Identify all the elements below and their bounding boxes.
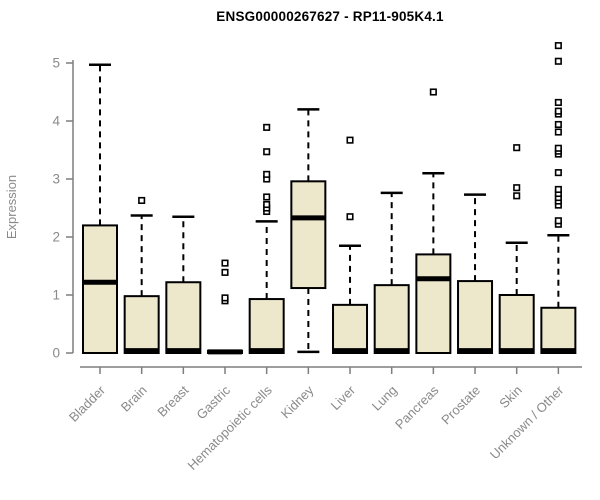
x-axis-category-label: Skin — [496, 383, 524, 411]
x-axis-category-label: Breast — [154, 382, 191, 419]
y-axis-tick-label: 2 — [52, 230, 60, 245]
iqr-box — [415, 253, 452, 354]
outlier-point — [346, 213, 354, 221]
outlier-point — [554, 217, 562, 225]
iqr-box — [457, 280, 494, 354]
outlier-point — [554, 169, 562, 177]
iqr-box — [290, 180, 327, 290]
x-axis-category-label: Liver — [328, 382, 359, 413]
y-axis-title: Expression — [4, 175, 19, 239]
y-axis-tick-label: 0 — [52, 346, 60, 361]
y-axis-tick-label: 4 — [52, 114, 60, 129]
outlier-point — [221, 268, 229, 276]
outlier-point — [513, 192, 521, 200]
outlier-point — [554, 57, 562, 65]
outlier-point — [554, 98, 562, 106]
outlier-point — [263, 170, 271, 178]
x-axis-category-label: Prostate — [438, 383, 483, 428]
outlier-point — [429, 88, 437, 96]
iqr-box — [498, 294, 535, 354]
iqr-box — [332, 303, 369, 354]
x-axis-category-label: Kidney — [278, 382, 317, 421]
outlier-point — [138, 196, 146, 205]
x-axis-category-label: Brain — [118, 383, 150, 415]
x-axis-category-label: Unknown / Other — [487, 382, 567, 462]
outlier-point — [554, 107, 562, 115]
outlier-point — [263, 193, 271, 201]
outlier-point — [513, 144, 521, 152]
iqr-box — [540, 306, 577, 355]
iqr-box — [165, 281, 202, 354]
outlier-point — [221, 294, 229, 302]
y-axis-tick-label: 3 — [52, 172, 60, 187]
outlier-point — [554, 120, 562, 129]
y-axis-tick-label: 1 — [52, 288, 60, 303]
outlier-point — [554, 42, 562, 50]
x-axis-category-label: Bladder — [66, 382, 109, 425]
iqr-box — [123, 295, 160, 355]
outlier-point — [263, 148, 271, 156]
outlier-point — [263, 200, 271, 209]
outlier-point — [513, 184, 521, 192]
x-axis-category-label: Gastric — [193, 382, 233, 422]
outlier-point — [221, 259, 229, 267]
outlier-point — [554, 128, 562, 136]
x-axis-category-label: Lung — [369, 383, 400, 414]
outlier-point — [263, 123, 271, 131]
outlier-point — [554, 185, 562, 193]
chart-title: ENSG00000267627 - RP11-905K4.1 — [216, 9, 444, 24]
outlier-point — [346, 136, 354, 144]
iqr-box — [373, 284, 410, 355]
outlier-point — [554, 144, 562, 152]
iqr-box — [82, 224, 118, 354]
x-axis-category-label: Pancreas — [392, 382, 442, 432]
iqr-box — [248, 298, 285, 354]
y-axis-tick-label: 5 — [52, 56, 60, 71]
